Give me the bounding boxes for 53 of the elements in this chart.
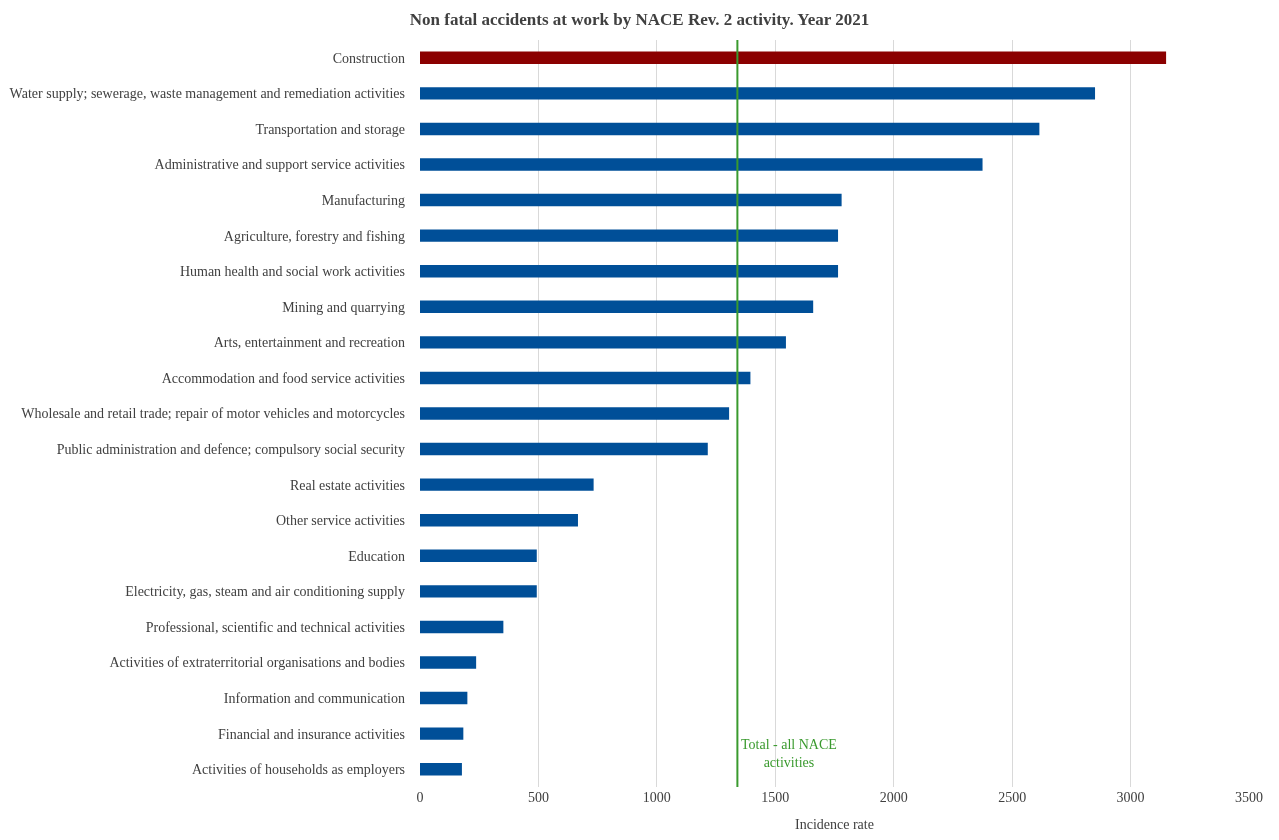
bar — [420, 51, 1167, 65]
y-tick-label: Activities of extraterritorial organisations and bodies — [109, 655, 405, 671]
x-tick-label: 2000 — [879, 790, 908, 805]
x-tick-label: 1500 — [761, 790, 790, 805]
y-tick-label: Water supply; sewerage, waste management and remediation activities — [9, 86, 405, 102]
y-tick-label: Electricity, gas, steam and air conditioning supply — [125, 584, 405, 600]
y-tick-label: Activities of households as employers — [191, 762, 405, 778]
bar — [420, 478, 594, 491]
bar — [420, 442, 708, 456]
y-tick-label: Wholesale and retail trade; repair of motor vehicles and motorcycles — [21, 406, 405, 422]
y-tick-label: Mining and quarrying — [282, 299, 405, 315]
bar — [420, 620, 504, 634]
y-tick-label: Professional, scientific and technical activities — [145, 619, 405, 635]
x-tick-label: 3000 — [1116, 790, 1145, 805]
x-tick-label: 0 — [416, 790, 424, 805]
y-tick-label: Other service activities — [275, 513, 405, 529]
bar — [420, 300, 814, 314]
bar — [420, 229, 839, 242]
y-tick-label: Public administration and defence; compulsory social security — [56, 441, 405, 457]
y-tick-label: Transportation and storage — [255, 121, 405, 137]
bar — [420, 336, 786, 349]
y-tick-label: Administrative and support service activities — [154, 157, 405, 173]
x-tick-label: 500 — [527, 790, 549, 805]
y-tick-label: Real estate activities — [289, 477, 405, 493]
y-tick-label: Financial and insurance activities — [218, 726, 405, 742]
y-tick-label: Education — [348, 548, 405, 564]
bar — [420, 656, 477, 669]
bar — [420, 371, 751, 385]
x-axis-title: Incidence rate — [795, 817, 874, 833]
y-tick-label: Information and communication — [223, 690, 405, 706]
bar — [420, 407, 730, 420]
bar — [420, 513, 578, 527]
x-tick-label: 1000 — [642, 790, 671, 805]
bar — [420, 691, 468, 705]
y-tick-label: Agriculture, forestry and fishing — [223, 228, 405, 244]
bar — [420, 549, 537, 563]
bar — [420, 585, 537, 598]
bar — [420, 727, 464, 740]
ref-line-label: Total - all NACE activities — [741, 737, 837, 771]
bar — [420, 122, 1040, 136]
bar — [420, 87, 1096, 100]
x-tick-label: 2500 — [998, 790, 1027, 805]
bar — [420, 193, 842, 207]
x-tick-label: 3500 — [1235, 790, 1263, 805]
y-tick-label: Arts, entertainment and recreation — [213, 335, 405, 351]
bar — [420, 762, 462, 776]
bar — [420, 264, 839, 278]
y-tick-label: Human health and social work activities — [179, 264, 405, 280]
y-tick-label: Construction — [332, 50, 405, 66]
chart-title: Non fatal accidents at work by NACE Rev. 2 activity. Year 2021 — [409, 9, 870, 29]
y-tick-label: Accommodation and food service activities — [161, 370, 405, 386]
y-tick-label: Manufacturing — [321, 192, 405, 208]
bar — [420, 158, 983, 171]
